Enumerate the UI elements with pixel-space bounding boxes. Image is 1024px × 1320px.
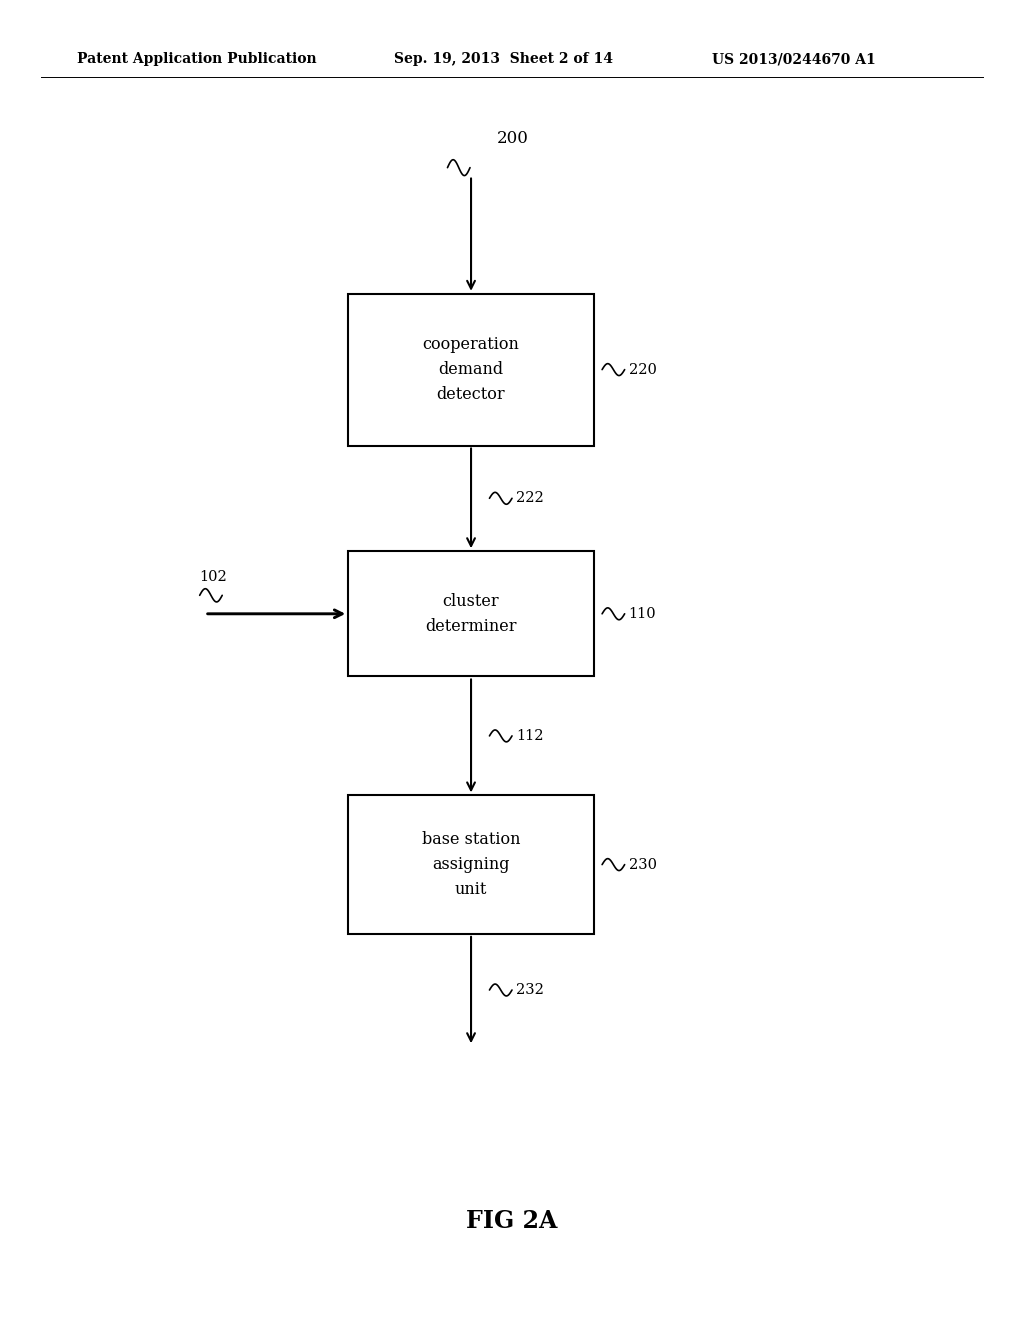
Text: cluster
determiner: cluster determiner xyxy=(425,593,517,635)
Bar xyxy=(348,795,594,935)
Text: 200: 200 xyxy=(497,131,528,147)
Text: 222: 222 xyxy=(516,491,544,506)
Bar xyxy=(348,552,594,676)
Bar xyxy=(348,294,594,446)
Text: 232: 232 xyxy=(516,983,544,997)
Text: FIG 2A: FIG 2A xyxy=(466,1209,558,1233)
Text: US 2013/0244670 A1: US 2013/0244670 A1 xyxy=(712,53,876,66)
Text: Sep. 19, 2013  Sheet 2 of 14: Sep. 19, 2013 Sheet 2 of 14 xyxy=(394,53,613,66)
Text: base station
assigning
unit: base station assigning unit xyxy=(422,832,520,898)
Text: 112: 112 xyxy=(516,729,544,743)
Text: 102: 102 xyxy=(200,570,227,583)
Text: Patent Application Publication: Patent Application Publication xyxy=(77,53,316,66)
Text: 220: 220 xyxy=(629,363,656,376)
Text: cooperation
demand
detector: cooperation demand detector xyxy=(423,337,519,403)
Text: 110: 110 xyxy=(629,607,656,620)
Text: 230: 230 xyxy=(629,858,656,871)
